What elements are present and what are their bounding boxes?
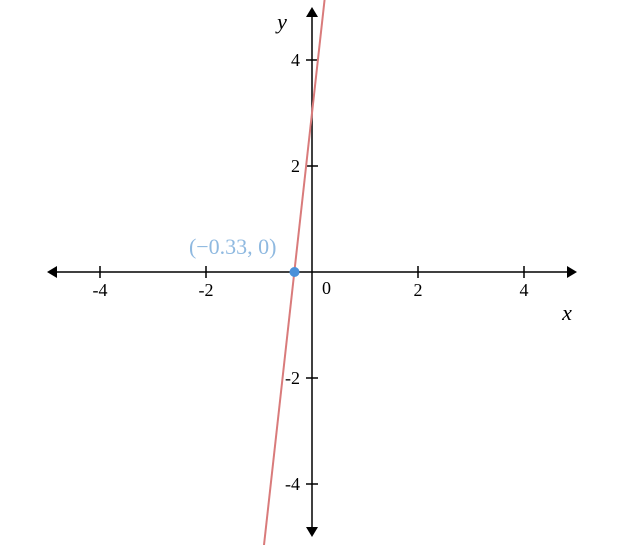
y-tick-label: 4 [291,50,300,70]
point-label: (−0.33, 0) [189,234,277,259]
x-tick-label: -2 [199,280,214,300]
origin-label: 0 [322,278,331,298]
x-tick-label: -4 [93,280,108,300]
y-tick-label: -4 [285,474,300,494]
x-tick-label: 4 [520,280,529,300]
chart-svg: -4-2240-4-224yx(−0.33, 0) [0,0,624,545]
y-tick-label: -2 [285,368,300,388]
y-axis-label: y [275,9,287,34]
line-chart: -4-2240-4-224yx(−0.33, 0) [0,0,624,545]
highlight-point [290,267,300,277]
y-tick-label: 2 [291,156,300,176]
x-tick-label: 2 [414,280,423,300]
x-axis-label: x [561,300,572,325]
